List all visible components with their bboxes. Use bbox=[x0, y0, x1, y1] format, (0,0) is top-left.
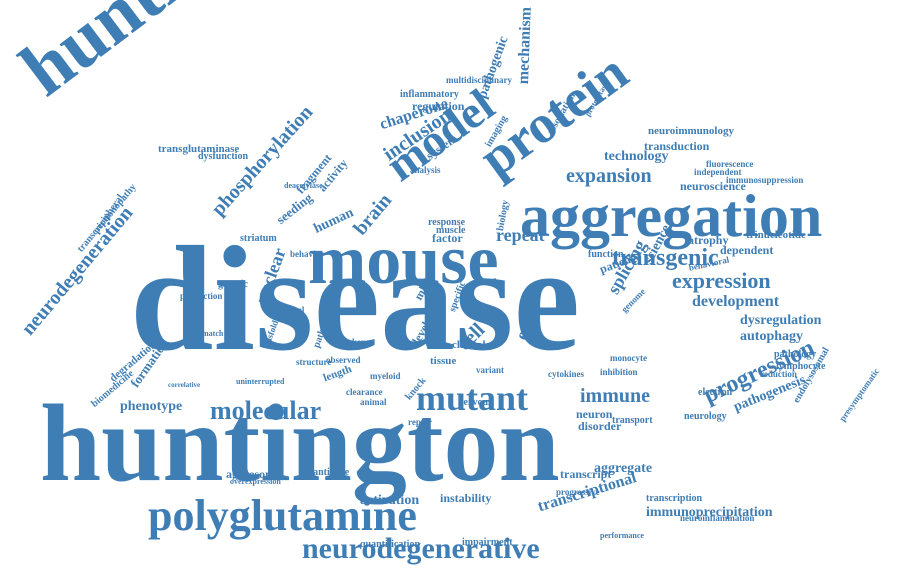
word: instability bbox=[440, 492, 491, 504]
word: correlative bbox=[168, 382, 200, 389]
word: repair bbox=[408, 418, 432, 427]
word: electron bbox=[698, 388, 732, 398]
word: multidisciplinary bbox=[446, 76, 512, 85]
word: mismatch bbox=[190, 330, 223, 338]
word: pathogenic bbox=[476, 35, 512, 101]
word: deacetylase bbox=[284, 182, 323, 190]
word: cytokines bbox=[548, 370, 584, 379]
word: inhibition bbox=[600, 368, 638, 377]
word: expression bbox=[672, 270, 771, 292]
word: behavior bbox=[290, 250, 324, 259]
word: progressive bbox=[556, 488, 600, 497]
word: phenotype bbox=[120, 400, 182, 414]
word: mechanism bbox=[516, 7, 535, 85]
word: neurology bbox=[684, 412, 727, 422]
word: function bbox=[588, 250, 624, 260]
word: dysfunction bbox=[198, 152, 248, 162]
word: immunosuppression bbox=[726, 176, 803, 185]
word: quantigene bbox=[302, 468, 349, 478]
word: striatum bbox=[240, 234, 277, 244]
word: tissue bbox=[430, 356, 456, 367]
word: pathology bbox=[774, 350, 816, 360]
word: myeloid bbox=[370, 372, 401, 381]
word: neuroimmunology bbox=[648, 126, 734, 137]
word: clinical bbox=[452, 340, 486, 351]
word: animal bbox=[360, 398, 387, 407]
word: clearance bbox=[346, 388, 382, 397]
word: huntingtin bbox=[8, 0, 327, 109]
word: expansion bbox=[566, 166, 652, 186]
word: inflammatory bbox=[400, 90, 459, 100]
word: regulation bbox=[412, 100, 464, 112]
word: autophagy bbox=[740, 330, 803, 344]
word: molecular bbox=[210, 398, 321, 424]
word: monocyte bbox=[610, 354, 647, 363]
word: observed bbox=[326, 356, 361, 365]
word: neuroinflammation bbox=[680, 514, 754, 523]
word: overexpression bbox=[230, 478, 281, 486]
word: transport bbox=[612, 416, 653, 426]
word: nervous bbox=[458, 398, 492, 408]
word: independent bbox=[694, 168, 742, 177]
word: quantification bbox=[360, 540, 420, 550]
word: transduction bbox=[644, 140, 709, 152]
word: neurodegeneration bbox=[18, 203, 137, 339]
word: performance bbox=[600, 532, 644, 540]
word: dysregulation bbox=[740, 314, 821, 328]
word: analysis bbox=[410, 166, 441, 175]
word: activation bbox=[360, 494, 419, 508]
word: reduction bbox=[760, 370, 797, 379]
word: production bbox=[180, 292, 222, 301]
word: trinucleotide bbox=[746, 230, 806, 241]
word: presymptomatic bbox=[838, 367, 881, 423]
word: mouse bbox=[308, 226, 499, 296]
word: transcription bbox=[646, 494, 702, 504]
word: development bbox=[692, 294, 779, 310]
word: marker bbox=[336, 338, 365, 347]
word: variant bbox=[476, 366, 504, 375]
word: uninterrupted bbox=[236, 378, 284, 386]
word: immune bbox=[580, 386, 650, 406]
word: genetic bbox=[218, 280, 248, 290]
word: impairment bbox=[462, 538, 513, 548]
word: transcript bbox=[560, 468, 611, 480]
word: response bbox=[428, 218, 465, 228]
